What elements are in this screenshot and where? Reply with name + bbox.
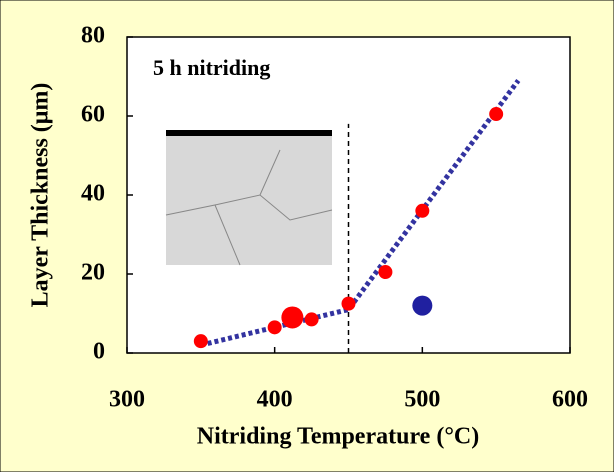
annotation: 5 h nitriding: [153, 55, 270, 80]
data-point: [304, 312, 319, 327]
x-tick-label: 500: [404, 387, 440, 413]
data-point: [341, 296, 356, 311]
y-tick-label: 60: [81, 102, 105, 128]
fit-line: [200, 78, 521, 348]
data-point: [378, 265, 393, 280]
data-point: [412, 295, 433, 316]
data-point: [489, 107, 504, 122]
x-tick-label: 600: [552, 387, 588, 413]
data-point: [267, 320, 282, 335]
y-axis-title: Layer Thickness (μm): [28, 83, 54, 308]
y-tick-label: 40: [81, 181, 105, 207]
data-point: [281, 306, 304, 329]
micrograph-grains: [165, 149, 333, 266]
y-tick-label: 20: [81, 260, 105, 286]
micrograph: [165, 130, 333, 266]
y-tick-label: 80: [81, 23, 105, 49]
x-axis-title: Nitriding Temperature (°C): [197, 424, 479, 450]
y-tick-label: 0: [93, 339, 105, 365]
x-tick-label: 300: [109, 387, 145, 413]
data-point: [415, 203, 430, 218]
micrograph-layer: [166, 130, 332, 136]
data-point: [193, 334, 208, 349]
x-tick-label: 400: [257, 387, 293, 413]
